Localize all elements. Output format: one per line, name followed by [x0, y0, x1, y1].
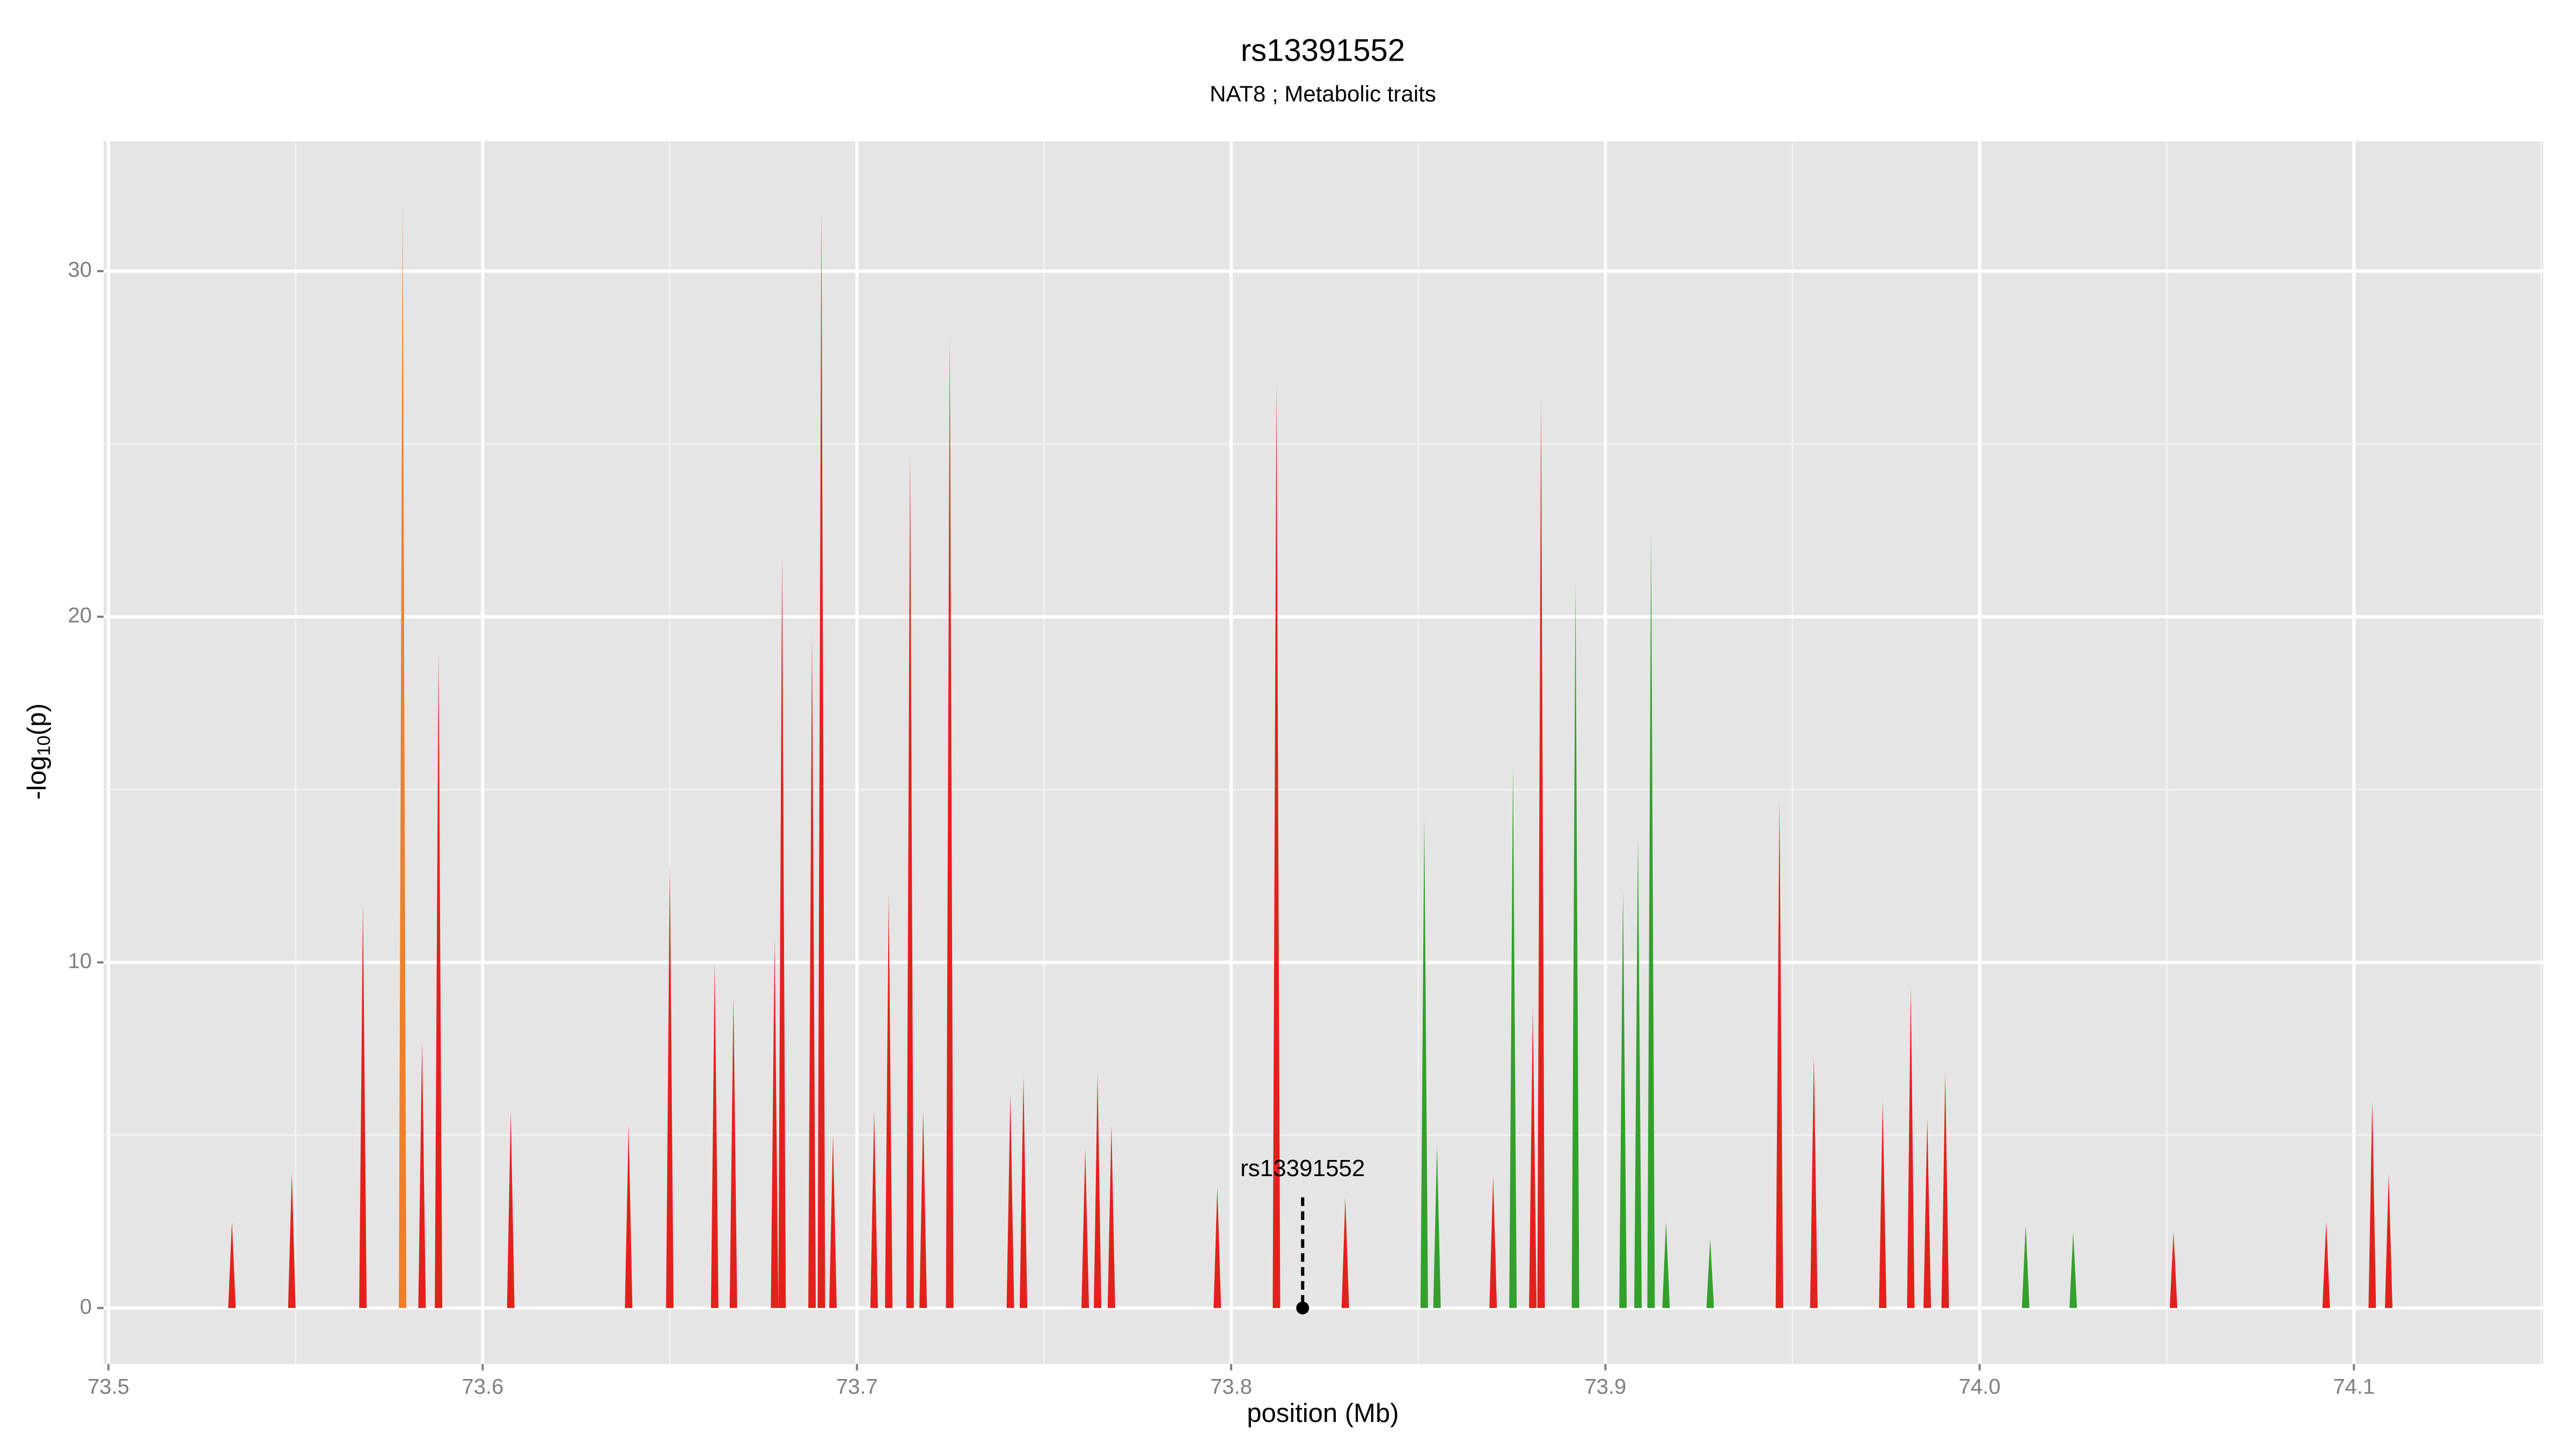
- spike: [771, 938, 779, 1308]
- spike: [359, 903, 367, 1308]
- spike: [829, 1135, 837, 1308]
- x-tick-label: 73.9: [1585, 1375, 1627, 1399]
- spike: [1420, 817, 1428, 1308]
- spike: [399, 202, 407, 1308]
- spike: [1879, 1100, 1887, 1308]
- spike: [729, 997, 737, 1308]
- spike: [711, 962, 719, 1308]
- y-axis-label: -log10(p): [23, 703, 54, 799]
- chart-subtitle: NAT8 ; Metabolic traits: [1210, 81, 1436, 106]
- spike: [666, 862, 674, 1308]
- spike: [1647, 534, 1655, 1308]
- x-tick-label: 74.0: [1959, 1375, 2001, 1399]
- y-tick-label: 0: [80, 1295, 92, 1318]
- spike: [946, 337, 954, 1308]
- annotation-label: rs13391552: [1240, 1155, 1365, 1181]
- x-axis-label: position (Mb): [1247, 1399, 1399, 1428]
- spike: [885, 893, 893, 1308]
- grid: [104, 141, 2543, 1364]
- annotation-point: [1296, 1301, 1309, 1315]
- marks: [228, 202, 2392, 1308]
- spike: [1706, 1238, 1714, 1308]
- spike: [1634, 838, 1642, 1308]
- y-tick-label: 30: [68, 258, 92, 282]
- spike: [288, 1173, 296, 1308]
- y-tick-label: 20: [68, 604, 92, 628]
- spike: [1923, 1118, 1931, 1308]
- x-tick-label: 73.6: [462, 1375, 503, 1399]
- spike: [1341, 1197, 1349, 1308]
- spike: [1433, 1145, 1441, 1308]
- x-tick-label: 73.5: [87, 1375, 129, 1399]
- spike: [1529, 1007, 1537, 1308]
- spike: [1619, 889, 1627, 1308]
- spike: [919, 1111, 927, 1308]
- spike: [507, 1111, 515, 1308]
- spike: [1810, 1055, 1818, 1308]
- spike: [1662, 1221, 1670, 1308]
- spike: [1020, 1076, 1028, 1308]
- spike: [625, 1125, 633, 1308]
- spike: [808, 634, 816, 1308]
- spike: [1272, 382, 1280, 1308]
- spike: [1094, 1072, 1102, 1308]
- spike: [1006, 1093, 1014, 1308]
- spike: [870, 1111, 878, 1308]
- spike: [906, 450, 914, 1308]
- spike: [418, 1041, 426, 1308]
- spike: [778, 554, 786, 1308]
- spike: [2368, 1100, 2376, 1308]
- spike: [1941, 1072, 1949, 1308]
- x-tick-label: 74.1: [2333, 1375, 2375, 1399]
- spike: [1537, 399, 1545, 1308]
- spike: [2069, 1232, 2077, 1308]
- spike: [435, 651, 443, 1308]
- spike: [1489, 1177, 1497, 1308]
- spike: [1107, 1125, 1115, 1308]
- spike: [2384, 1173, 2392, 1308]
- y-label-sub: 10: [34, 735, 54, 756]
- y-label-suffix: (p): [23, 703, 52, 735]
- spike: [2322, 1221, 2330, 1308]
- y-label-prefix: -log: [23, 756, 52, 800]
- spike: [2022, 1225, 2030, 1308]
- y-tick-label: 10: [68, 949, 92, 973]
- chart-title: rs13391552: [1241, 33, 1405, 68]
- spike: [1775, 800, 1783, 1308]
- spike: [1571, 582, 1579, 1308]
- spike: [1081, 1149, 1089, 1308]
- spike: [1213, 1187, 1221, 1308]
- x-tick-label: 73.7: [836, 1375, 878, 1399]
- spike: [228, 1221, 236, 1308]
- spike: [1907, 986, 1915, 1308]
- spike: [1509, 765, 1517, 1308]
- spike: [2170, 1232, 2178, 1308]
- x-tick-label: 73.8: [1210, 1375, 1252, 1399]
- spike: [817, 209, 825, 1308]
